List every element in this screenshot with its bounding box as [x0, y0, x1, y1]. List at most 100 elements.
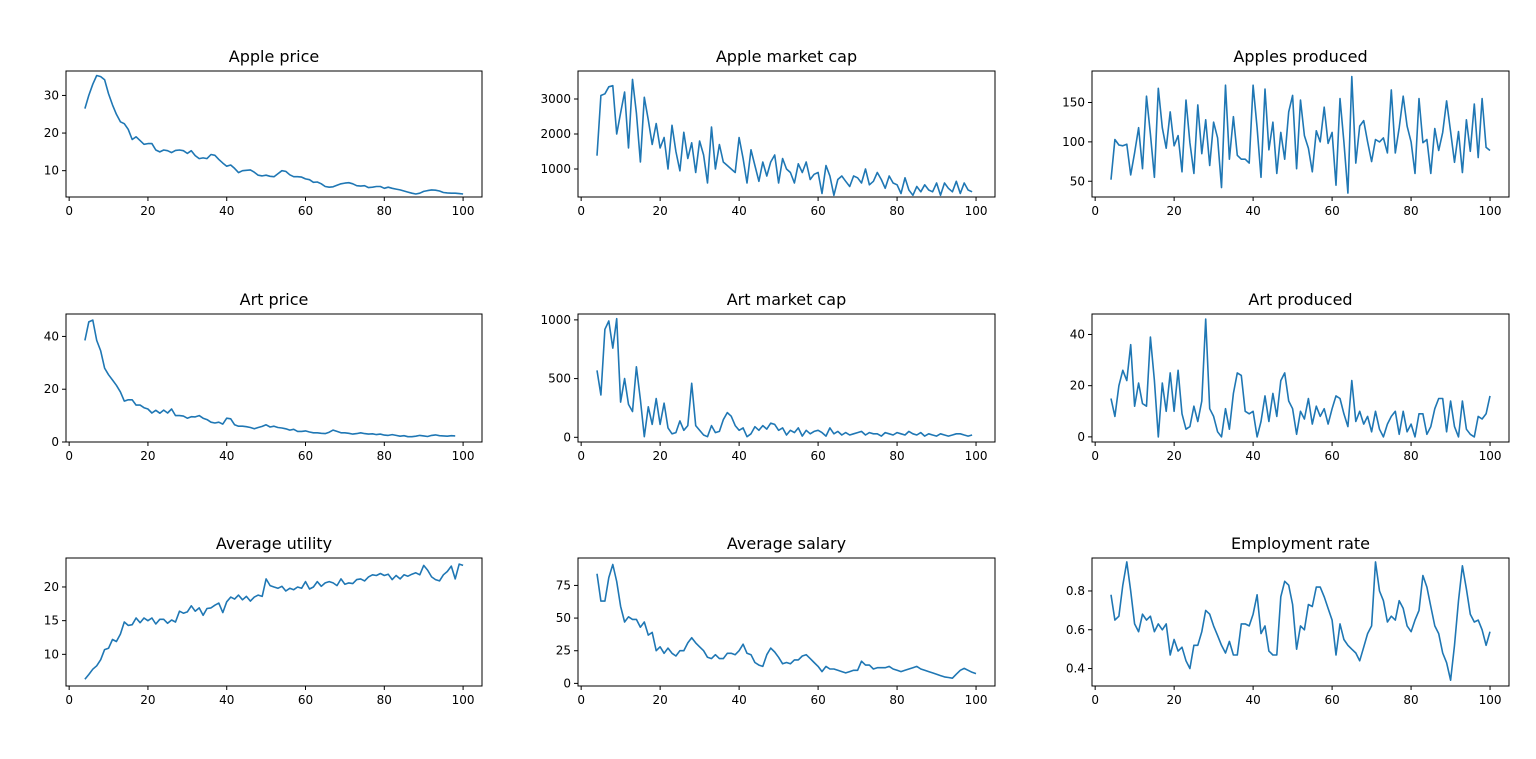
y-tick-label: 500	[548, 372, 571, 386]
subplot-average-salary: Average salary 0 20 40 60 80 100 0 25 50 75	[556, 534, 996, 707]
series-line	[1110, 561, 1491, 682]
x-tick-label: 100	[1479, 204, 1502, 218]
x-tick-label: 20	[652, 449, 667, 463]
x-tick-label: 100	[965, 449, 988, 463]
x-tick-label: 80	[1403, 449, 1418, 463]
y-tick-label: 20	[44, 382, 59, 396]
y-tick-label: 20	[44, 580, 59, 594]
x-tick-label: 20	[1166, 693, 1181, 707]
x-tick-label: 40	[1245, 693, 1260, 707]
x-tick-label: 60	[1324, 693, 1339, 707]
series-line	[596, 317, 973, 438]
x-tick-label: 20	[140, 693, 155, 707]
subplot-apple-price: Apple price 0 20 40 60 80 100 10 20 30	[44, 47, 483, 218]
y-tick-label: 0	[51, 435, 59, 449]
x-tick-label: 40	[219, 693, 234, 707]
y-tick-label: 0.4	[1066, 662, 1085, 676]
x-tick-label: 40	[731, 693, 746, 707]
x-tick-label: 100	[452, 449, 475, 463]
y-tick-label: 0	[1077, 430, 1085, 444]
y-tick-label: 0.6	[1066, 623, 1085, 637]
axes-frame	[65, 313, 483, 443]
y-tick-label: 40	[44, 329, 59, 343]
x-tick-label: 100	[965, 693, 988, 707]
x-tick-label: 80	[889, 204, 904, 218]
x-tick-label: 80	[889, 693, 904, 707]
x-tick-label: 80	[377, 693, 392, 707]
x-tick-label: 100	[1479, 449, 1502, 463]
subplot-title: Average utility	[216, 534, 332, 553]
x-tick-label: 20	[652, 204, 667, 218]
x-tick-label: 0	[577, 204, 585, 218]
subplot-art-produced: Art produced 0 20 40 60 80 100 0 20 40	[1070, 290, 1510, 463]
x-tick-label: 100	[452, 204, 475, 218]
axes-frame	[65, 557, 483, 687]
subplot-title: Employment rate	[1231, 534, 1370, 553]
y-tick-label: 0	[563, 676, 571, 690]
y-tick-label: 50	[1070, 174, 1085, 188]
y-tick-label: 20	[44, 126, 59, 140]
y-tick-label: 10	[44, 647, 59, 661]
x-tick-label: 80	[1403, 693, 1418, 707]
x-tick-label: 0	[1091, 693, 1099, 707]
x-tick-label: 40	[1245, 449, 1260, 463]
x-tick-label: 0	[577, 693, 585, 707]
x-tick-label: 0	[65, 449, 73, 463]
y-tick-label: 50	[556, 611, 571, 625]
x-tick-label: 100	[1479, 693, 1502, 707]
y-tick-label: 3000	[540, 92, 571, 106]
axes-frame	[1091, 70, 1510, 198]
x-tick-label: 60	[1324, 204, 1339, 218]
x-tick-label: 20	[1166, 204, 1181, 218]
series-line	[84, 319, 456, 438]
subplot-title: Art price	[240, 290, 309, 309]
x-tick-label: 0	[65, 693, 73, 707]
y-tick-label: 1000	[540, 313, 571, 327]
series-line	[1110, 75, 1491, 194]
y-tick-label: 0.8	[1066, 584, 1085, 598]
x-tick-label: 0	[577, 449, 585, 463]
y-tick-label: 75	[556, 578, 571, 592]
axes-frame	[577, 557, 996, 687]
y-tick-label: 40	[1070, 327, 1085, 341]
y-tick-label: 30	[44, 88, 59, 102]
y-tick-label: 100	[1062, 135, 1085, 149]
subplot-average-utility: Average utility 0 20 40 60 80 100 10 15 20	[44, 534, 483, 707]
axes-frame	[1091, 313, 1510, 443]
x-tick-label: 60	[298, 449, 313, 463]
y-tick-label: 10	[44, 164, 59, 178]
x-tick-label: 60	[1324, 449, 1339, 463]
subplot-employment-rate: Employment rate 0 20 40 60 80 100 0.4 0.6 0.8	[1066, 534, 1510, 707]
y-tick-label: 2000	[540, 127, 571, 141]
subplot-title: Apple market cap	[716, 47, 857, 66]
axes-frame	[1091, 557, 1510, 687]
x-tick-label: 80	[889, 449, 904, 463]
x-tick-label: 60	[298, 204, 313, 218]
subplot-art-price: Art price 0 20 40 60 80 100 0 20 40	[44, 290, 483, 463]
subplot-title: Art market cap	[727, 290, 847, 309]
x-tick-label: 20	[652, 693, 667, 707]
x-tick-label: 0	[1091, 449, 1099, 463]
y-tick-label: 1000	[540, 162, 571, 176]
subplot-title: Art produced	[1248, 290, 1352, 309]
x-tick-label: 60	[810, 204, 825, 218]
subplot-apples-produced: Apples produced 0 20 40 60 80 100 50 100 150	[1062, 47, 1510, 218]
x-tick-label: 80	[377, 204, 392, 218]
x-tick-label: 40	[219, 449, 234, 463]
y-tick-label: 25	[556, 644, 571, 658]
y-tick-label: 150	[1062, 96, 1085, 110]
x-tick-label: 20	[140, 449, 155, 463]
y-tick-label: 15	[44, 614, 59, 628]
series-line	[84, 563, 464, 680]
subplot-title: Apples produced	[1233, 47, 1367, 66]
x-tick-label: 40	[219, 204, 234, 218]
y-tick-label: 0	[563, 430, 571, 444]
x-tick-label: 40	[731, 449, 746, 463]
series-line	[1110, 318, 1491, 438]
series-line	[596, 78, 973, 197]
series-line	[596, 563, 977, 680]
x-tick-label: 100	[965, 204, 988, 218]
